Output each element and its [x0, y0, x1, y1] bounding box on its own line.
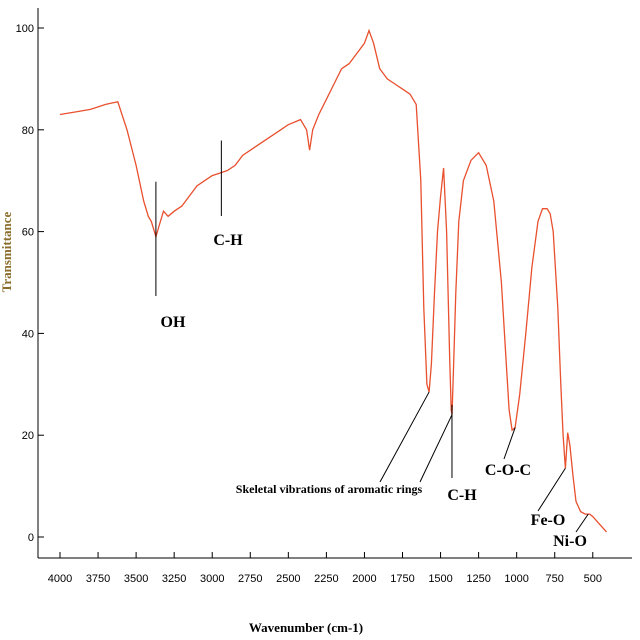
x-tick-label: 3750: [86, 573, 110, 585]
x-tick-label: 2750: [238, 573, 262, 585]
y-tick-label: 80: [22, 125, 34, 137]
annotation-leader-line: [503, 427, 516, 460]
x-tick-label: 1750: [390, 573, 414, 585]
x-tick-label: 2500: [276, 573, 300, 585]
annotation-oh: OH: [161, 314, 186, 331]
transmittance-line: [59, 28, 607, 533]
x-tick-label: 4000: [48, 573, 72, 585]
x-tick-label: 1250: [466, 573, 490, 585]
annotation-nio: Ni-O: [553, 533, 587, 550]
annotation-leader-line: [419, 414, 453, 483]
annotation-leaders: [155, 140, 589, 533]
y-ticks: 0 20 40 60 80 100: [16, 23, 44, 544]
annotation-ch-2: C-H: [447, 487, 477, 504]
annotation-skeletal: Skeletal vibrations of aromatic rings: [236, 482, 423, 496]
annotation-coc: C-O-C: [485, 462, 531, 479]
annotation-leader-line: [537, 468, 566, 512]
x-tick-label: 1500: [428, 573, 452, 585]
chart-axes: [37, 8, 632, 559]
x-tick-label: 3500: [124, 573, 148, 585]
x-ticks: 4000 3750 3500 3250 3000 2750 2500 2250 2000 1750…: [48, 552, 602, 585]
annotation-feo: Fe-O: [531, 512, 566, 529]
x-tick-label: 750: [546, 573, 564, 585]
y-tick-label: 100: [16, 23, 34, 35]
y-tick-label: 60: [22, 227, 34, 239]
y-tick-label: 20: [22, 430, 34, 442]
annotation-leader-line: [575, 513, 589, 533]
x-axis-title: Wavenumber (cm-1): [249, 620, 363, 635]
x-tick-label: 3250: [162, 573, 186, 585]
annotation-leader-line: [379, 391, 430, 483]
y-tick-label: 40: [22, 328, 34, 340]
x-tick-label: 3000: [200, 573, 224, 585]
x-tick-label: 2000: [352, 573, 376, 585]
y-tick-label: 0: [28, 532, 34, 544]
annotation-ch-1: C-H: [213, 232, 243, 249]
x-tick-label: 2250: [314, 573, 338, 585]
y-axis-title: Transmittance: [0, 211, 14, 292]
x-tick-label: 1000: [504, 573, 528, 585]
x-tick-label: 500: [584, 573, 602, 585]
